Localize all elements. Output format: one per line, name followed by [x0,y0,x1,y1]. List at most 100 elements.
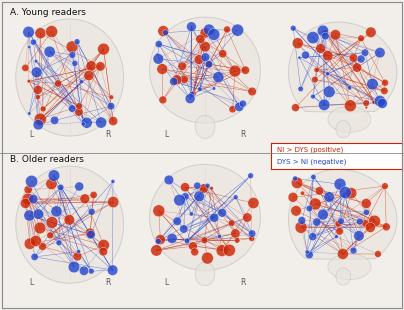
Text: A. Young readers: A. Young readers [10,8,86,17]
Ellipse shape [328,254,371,280]
Point [326,195,332,200]
Point [232,195,239,200]
Point [310,94,316,99]
Point [25,30,32,35]
Point [306,206,313,211]
Point [189,92,195,97]
Point [356,233,362,238]
Point [226,248,233,253]
Point [382,80,388,85]
Point [204,183,211,188]
Point [314,219,320,224]
Ellipse shape [149,17,261,123]
Point [350,55,357,60]
Point [110,179,116,184]
Point [179,64,185,69]
Text: R: R [105,130,111,139]
Point [326,89,332,94]
Point [32,255,38,259]
Point [169,236,175,241]
Point [210,32,217,37]
Point [206,62,212,67]
Point [362,221,368,226]
Point [219,51,226,56]
Point [88,232,94,237]
Point [51,173,57,178]
Point [367,225,374,230]
Point [33,59,39,64]
Point [316,188,323,193]
Point [215,75,222,80]
Point [110,118,116,123]
Point [206,62,212,67]
Point [197,87,203,92]
Point [188,211,195,216]
Point [229,107,236,112]
Point [74,39,80,44]
Point [298,225,304,230]
Point [314,67,320,72]
Point [320,28,326,33]
Point [184,238,190,243]
Point [321,102,327,107]
Point [166,177,172,182]
Point [335,221,341,226]
Point [293,208,299,213]
Point [197,37,204,42]
Point [56,240,62,245]
Point [216,234,223,239]
Point [219,248,225,253]
Point [358,56,364,61]
Point [153,248,160,253]
Point [294,180,300,185]
Point [357,219,363,224]
Point [340,251,346,256]
Point [377,50,383,55]
Point [196,57,202,62]
Text: DYS > NI (negative): DYS > NI (negative) [277,159,347,165]
Point [368,30,374,35]
Point [35,122,42,127]
Point [240,101,246,106]
Point [332,32,339,37]
Point [188,24,195,29]
Point [76,184,82,189]
Point [371,219,378,224]
Point [25,197,31,202]
Point [101,243,107,248]
Point [160,97,166,102]
Point [211,215,217,220]
Point [310,175,317,179]
Point [40,106,46,111]
Point [109,268,116,272]
Point [194,183,200,188]
Point [47,233,53,238]
Point [155,239,162,244]
Point [236,104,242,109]
Point [296,55,303,60]
Point [187,96,194,101]
Point [363,210,370,215]
Point [100,46,107,51]
Point [244,215,250,220]
Point [348,191,354,196]
Point [208,186,215,191]
Point [232,231,239,236]
Point [160,29,166,33]
Point [27,241,33,246]
Ellipse shape [328,106,371,132]
Ellipse shape [149,164,261,270]
Point [33,238,39,243]
Text: R: R [105,277,111,286]
Ellipse shape [336,121,351,138]
Point [108,104,114,109]
Point [88,64,95,69]
Point [157,237,164,242]
Point [66,217,73,222]
Point [363,201,369,206]
Point [78,79,84,84]
Point [201,238,208,243]
Point [290,26,297,31]
Text: L: L [29,277,34,286]
Point [48,181,55,186]
